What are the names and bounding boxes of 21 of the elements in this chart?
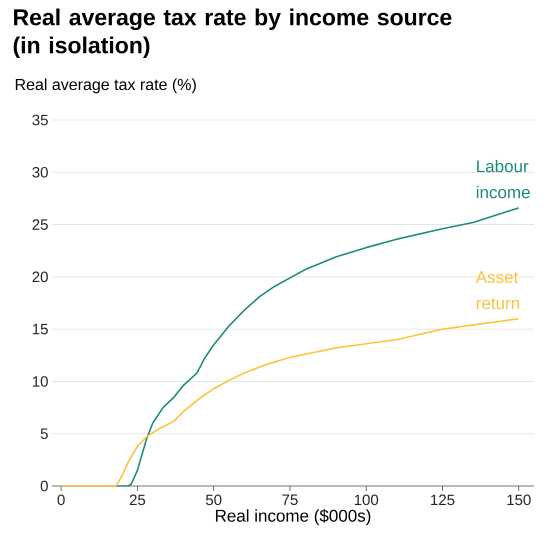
chart-title: Real average tax rate by income source (in isolation): [14, 8, 452, 58]
x-tick-label: 150: [507, 494, 531, 506]
series-label: Asset return: [476, 271, 520, 310]
y-axis-title: Real average tax rate (%): [16, 78, 196, 94]
y-tick-label: 10: [32, 376, 48, 387]
y-tick-label: 35: [32, 114, 48, 126]
y-tick-label: 25: [32, 219, 48, 230]
x-tick-label: 25: [130, 494, 146, 506]
series-label: Labour income: [476, 160, 530, 198]
line-series: [60, 318, 520, 487]
y-tick-label: 20: [32, 272, 48, 282]
x-tick-label: 75: [282, 494, 298, 505]
x-axis-title: Real income ($000s): [216, 509, 370, 526]
x-tick-label: 100: [354, 494, 378, 506]
x-tick-label: 50: [206, 494, 222, 506]
y-tick-label: 0: [40, 480, 48, 492]
y-tick-label: 5: [40, 428, 48, 439]
y-tick-label: 30: [32, 166, 48, 178]
y-tick-label: 15: [32, 324, 48, 334]
x-tick-label: 0: [58, 494, 65, 506]
x-tick-label: 125: [431, 494, 454, 506]
